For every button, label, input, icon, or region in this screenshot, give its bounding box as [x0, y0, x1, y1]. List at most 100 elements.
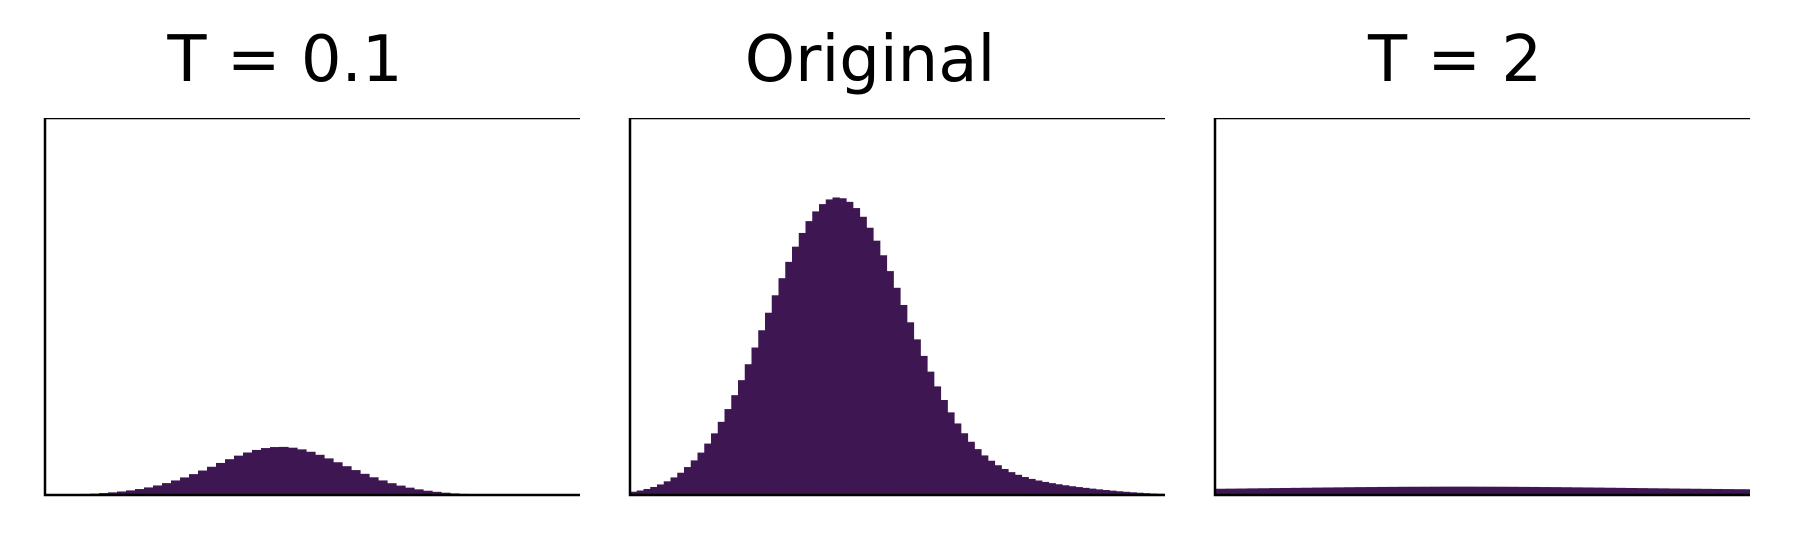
- histogram-bar: [900, 304, 908, 495]
- histogram-bar: [967, 441, 975, 495]
- histogram-bar: [1690, 488, 1702, 495]
- axes-frame: [1213, 118, 1750, 497]
- histogram-bar: [369, 477, 379, 495]
- panel-title: T = 0.1: [167, 23, 403, 97]
- histogram-bar: [1055, 484, 1063, 495]
- histogram-bar: [643, 488, 651, 495]
- histogram-bar: [954, 423, 962, 495]
- histogram-bar: [1095, 489, 1104, 495]
- histogram-bar: [879, 255, 888, 495]
- histogram-bar: [1614, 487, 1626, 495]
- histogram-plot: [43, 118, 580, 497]
- histogram-bar: [677, 472, 685, 495]
- histogram-bar: [960, 433, 969, 495]
- histogram-bar: [859, 216, 867, 495]
- histogram-bar: [913, 339, 921, 495]
- histogram-bar: [1122, 491, 1131, 495]
- panel-title: T = 2: [1367, 23, 1543, 97]
- histogram-bar: [243, 452, 253, 495]
- histogram-bar: [1625, 487, 1637, 495]
- histogram-bar: [1387, 486, 1400, 495]
- histogram-bar: [893, 287, 901, 495]
- histogram-bar: [1068, 486, 1077, 495]
- histogram-bar: [771, 295, 780, 495]
- histogram-bar: [650, 486, 658, 495]
- histogram-bar: [663, 481, 672, 495]
- histogram-bar: [405, 487, 415, 495]
- histogram-bar: [360, 473, 370, 495]
- histogram-bar: [792, 246, 800, 495]
- histogram-plot: [628, 118, 1165, 497]
- histogram-bar: [1258, 488, 1270, 495]
- histogram-bar: [288, 447, 298, 495]
- histogram-bar: [1701, 488, 1713, 495]
- histogram-bar: [1377, 486, 1389, 495]
- histogram-bar: [825, 199, 834, 495]
- histogram-bar: [1225, 488, 1238, 495]
- histogram-bar: [1290, 487, 1302, 495]
- histogram-bar: [1463, 486, 1475, 495]
- histogram-bar: [940, 400, 948, 495]
- histogram-bar: [414, 489, 424, 495]
- histogram-bar: [1102, 490, 1110, 495]
- histogram-bar: [1215, 488, 1227, 495]
- histogram-bar: [765, 312, 773, 495]
- histogram-bar: [886, 271, 894, 495]
- histogram-bar: [1041, 481, 1050, 495]
- histogram-bar: [785, 261, 793, 495]
- histogram-bar: [1312, 487, 1324, 495]
- panel-original: Original: [585, 0, 1165, 540]
- histogram-bar: [144, 487, 154, 495]
- histogram-bar: [981, 455, 989, 496]
- histogram-bar: [342, 466, 352, 495]
- histogram-bar: [378, 480, 388, 495]
- histogram-bar: [1001, 468, 1009, 495]
- histogram-bar: [1657, 488, 1670, 495]
- histogram-bar: [798, 232, 807, 495]
- panel-high-temperature: T = 2: [1170, 0, 1750, 540]
- histogram-bar: [324, 458, 334, 495]
- histogram-bar: [1711, 488, 1724, 495]
- histogram-bar: [1506, 486, 1518, 495]
- histogram-bar: [994, 465, 1002, 495]
- histogram-bar: [387, 483, 397, 495]
- histogram-bar: [1441, 486, 1454, 495]
- histogram-plot: [1213, 118, 1750, 497]
- histogram-bar: [1722, 489, 1734, 495]
- histogram-bar: [1355, 487, 1367, 495]
- histogram-bar: [1082, 487, 1090, 495]
- histogram-bar: [1333, 487, 1346, 495]
- histogram-bar: [1495, 486, 1508, 495]
- histogram-bar: [396, 485, 406, 495]
- histogram-bar: [738, 380, 746, 495]
- histogram-bar: [1420, 486, 1432, 495]
- histogram-bar: [832, 197, 840, 495]
- histogram-bar: [423, 490, 433, 495]
- histogram-bar: [1269, 488, 1281, 495]
- histogram-bar: [1517, 486, 1529, 495]
- histogram-bar: [1549, 487, 1562, 495]
- histogram-bar: [873, 240, 881, 495]
- histogram-bar: [126, 490, 136, 495]
- histogram-bar: [987, 460, 996, 495]
- histogram-bar: [315, 454, 325, 495]
- histogram-bar: [927, 371, 935, 495]
- histogram-bar: [684, 467, 692, 495]
- histogram-bar: [1301, 487, 1313, 495]
- histogram-bar: [805, 221, 813, 496]
- histogram-bar: [670, 477, 678, 495]
- histogram-bar: [1279, 487, 1292, 495]
- histogram-bar: [1636, 488, 1648, 495]
- histogram-bar: [216, 462, 226, 495]
- histogram-bar: [279, 446, 289, 495]
- histogram-bar: [432, 491, 442, 495]
- histogram-bar: [1366, 487, 1378, 495]
- histogram-bar: [1021, 477, 1029, 495]
- histogram-bar: [1008, 472, 1016, 495]
- histogram-bar: [1431, 486, 1443, 495]
- histogram-bar: [1409, 486, 1421, 495]
- histogram-bar: [1593, 487, 1605, 495]
- histogram-bar: [866, 227, 874, 495]
- histogram-bar: [198, 470, 208, 495]
- histogram-bar: [1048, 483, 1056, 495]
